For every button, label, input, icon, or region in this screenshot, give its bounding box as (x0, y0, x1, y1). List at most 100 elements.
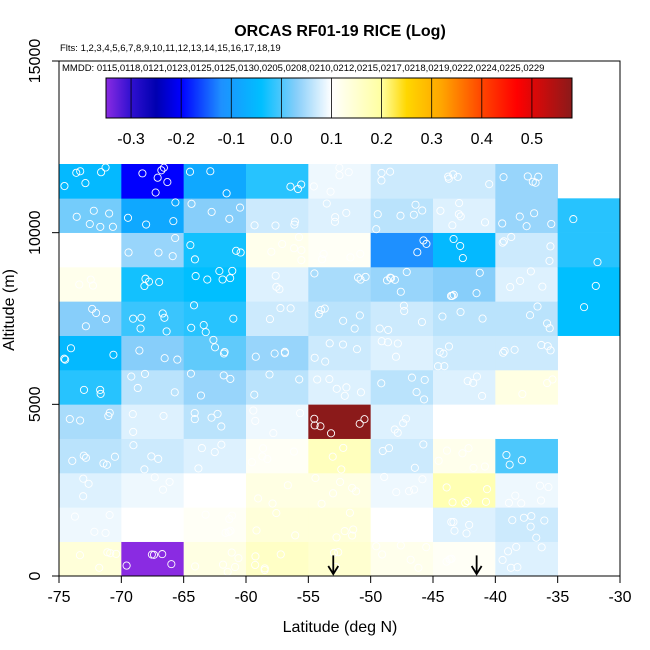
sample-point (505, 460, 514, 469)
heatmap-cell (183, 335, 247, 371)
sample-point (203, 275, 212, 284)
sample-point (435, 347, 444, 356)
sample-point (101, 315, 111, 324)
sample-point (219, 371, 228, 380)
sample-point (92, 308, 101, 318)
heatmap-cell (308, 404, 371, 439)
heatmap-cell (59, 507, 122, 542)
sample-point (456, 212, 465, 221)
sample-point (569, 215, 578, 224)
sample-point (309, 182, 318, 191)
colorbar-tick-label: -0.2 (167, 131, 195, 148)
y-tick-label: 15000 (27, 39, 44, 84)
sample-point (543, 319, 552, 328)
sample-point (523, 172, 532, 181)
sample-point (217, 440, 226, 449)
sample-point (485, 180, 494, 189)
sample-point (522, 429, 532, 438)
sample-point (278, 239, 287, 249)
sample-point (70, 512, 79, 521)
sample-point (350, 324, 359, 333)
sample-point (480, 462, 489, 471)
sample-point (373, 210, 382, 219)
heatmap-cell (246, 473, 309, 508)
sample-point (187, 323, 196, 332)
sample-point (337, 465, 346, 474)
sample-point (458, 254, 467, 263)
sample-point (105, 209, 114, 218)
sample-point (402, 267, 411, 277)
sample-point (231, 562, 240, 572)
x-tick-label: -60 (234, 589, 257, 606)
sample-point (90, 527, 99, 536)
heatmap-cell (59, 164, 122, 199)
heatmap-cell (495, 267, 558, 302)
sample-point (96, 222, 105, 231)
sample-point (81, 179, 90, 188)
sample-point (515, 212, 524, 221)
sample-point (447, 554, 456, 563)
sample-point (418, 206, 427, 215)
colorbar-ticks: -0.3 -0.2 -0.1 0.0 0.1 0.2 0.3 0.4 0.5 (117, 78, 543, 148)
sample-point (512, 542, 521, 551)
sample-point (326, 429, 336, 438)
sample-point (321, 357, 330, 366)
y-axis-label: Altitude (m) (1, 269, 18, 351)
sample-point (123, 213, 133, 222)
sample-point (330, 217, 339, 226)
sample-point (140, 465, 149, 474)
sample-point (286, 304, 295, 313)
sample-point (187, 199, 196, 208)
sample-point (79, 451, 88, 460)
sample-point (384, 444, 394, 453)
sample-point (331, 213, 340, 222)
sample-point (507, 232, 516, 242)
sample-point (270, 349, 279, 358)
sample-point (499, 348, 508, 357)
sample-point (384, 325, 393, 334)
sample-point (289, 447, 298, 456)
colorbar-tick-label: 0.5 (521, 131, 543, 148)
sample-point (186, 369, 195, 378)
sample-point (420, 375, 429, 384)
sample-point (399, 301, 408, 310)
x-tick-label: -50 (359, 589, 382, 606)
sample-point (380, 472, 389, 482)
sample-point (283, 481, 292, 490)
sample-point (296, 409, 305, 418)
sample-point (506, 563, 515, 572)
sample-point (390, 275, 399, 284)
sample-point (269, 429, 278, 438)
sample-point (375, 324, 384, 333)
sample-point (297, 256, 306, 265)
sample-point (500, 346, 509, 355)
sample-point (102, 240, 111, 249)
sample-point (250, 390, 259, 399)
sample-point (112, 549, 121, 558)
sample-point (97, 168, 106, 177)
sample-point (76, 416, 85, 425)
sample-point (404, 487, 414, 496)
sample-point (340, 527, 349, 536)
sample-point (259, 444, 268, 453)
heatmap-cell (495, 404, 558, 439)
sample-point (317, 499, 326, 508)
sample-point (150, 473, 159, 482)
heatmap-cell (308, 438, 371, 474)
sample-point (272, 509, 281, 518)
sample-point (221, 528, 230, 537)
sample-point (472, 372, 482, 381)
sample-point (410, 485, 419, 494)
heatmap-cell (308, 267, 371, 302)
heatmap-cell (121, 370, 184, 405)
heatmap-cell (433, 404, 496, 439)
y-axis-ticks: 0 5000 10000 15000 (27, 39, 59, 580)
sample-point (456, 241, 465, 251)
sample-point (533, 302, 542, 311)
sample-point (328, 452, 337, 461)
sample-point (408, 507, 417, 517)
sample-point (207, 207, 216, 216)
heatmap-cell (246, 507, 309, 542)
sample-point (377, 337, 386, 346)
heatmap-cell (433, 335, 496, 371)
